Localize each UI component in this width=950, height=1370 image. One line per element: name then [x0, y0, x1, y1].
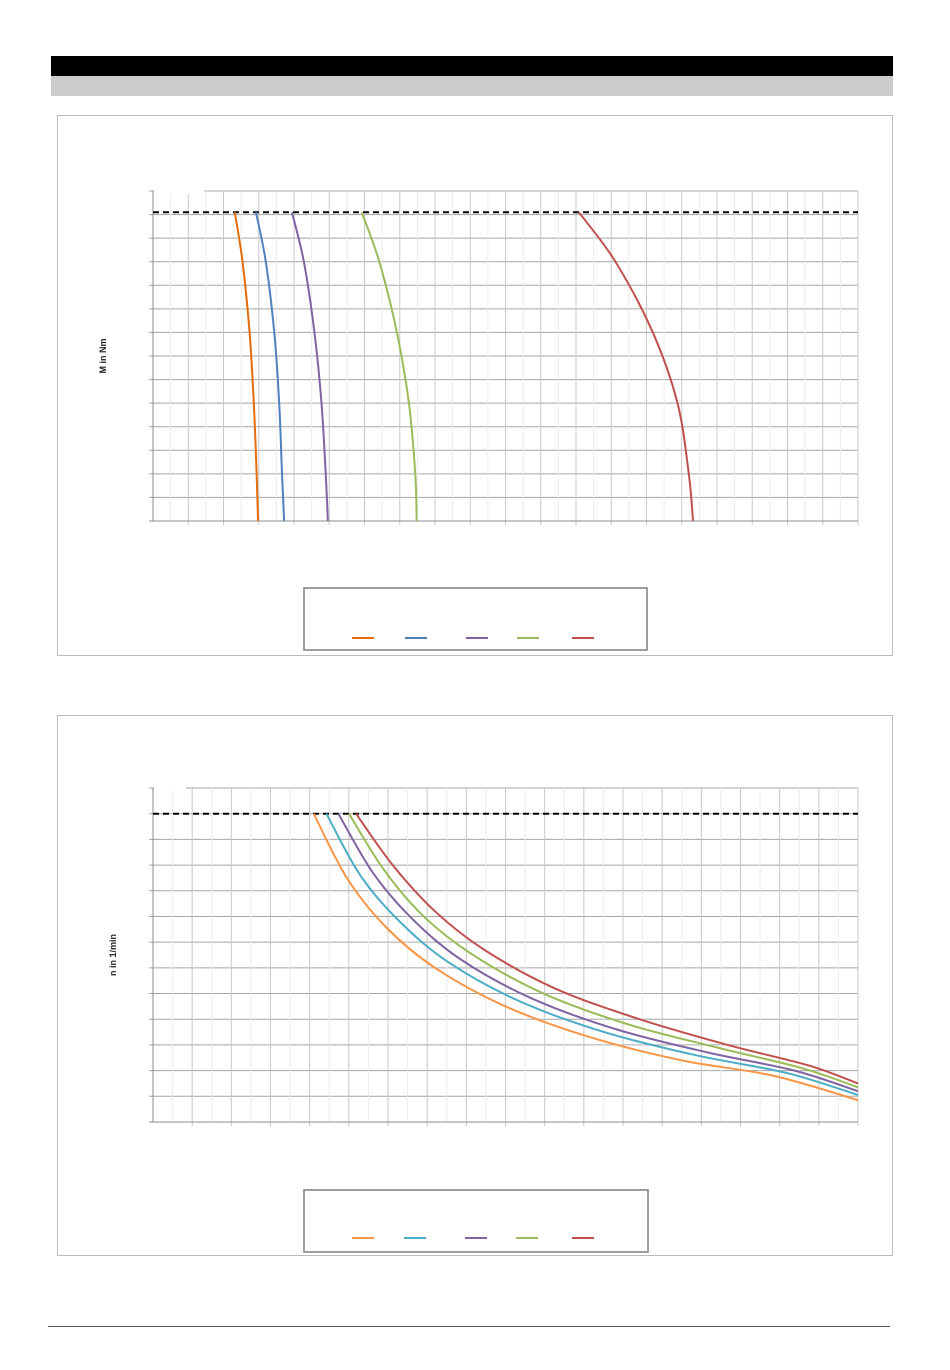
gridlines	[149, 787, 859, 1126]
series-line-1	[312, 813, 859, 1102]
axis-label-mask	[154, 787, 186, 791]
y-axis-label: n in 1/min	[108, 934, 118, 976]
series-line-5	[578, 211, 695, 522]
series-line-3	[290, 211, 329, 522]
series-line-2	[254, 212, 286, 522]
header-subbar	[51, 76, 893, 96]
axis-label-mask	[154, 190, 204, 194]
series-line-4	[348, 813, 859, 1089]
torque-chart-panel: M in Nm	[57, 115, 893, 656]
torque-chart: M in Nm	[98, 190, 859, 651]
speed-chart: n in 1/min	[108, 787, 859, 1253]
series-line-5	[355, 813, 859, 1085]
y-axis-label: M in Nm	[98, 339, 108, 374]
legend-box	[303, 1189, 649, 1253]
footer-rule	[48, 1326, 890, 1327]
legend-box	[303, 587, 648, 651]
series-line-4	[360, 211, 418, 522]
speed-chart-panel: n in 1/min	[57, 715, 893, 1256]
header-bar	[51, 56, 893, 76]
series-line-2	[325, 813, 859, 1096]
series-line-3	[337, 813, 859, 1093]
gridlines	[149, 190, 859, 525]
legend	[303, 1189, 649, 1253]
series-line-1	[233, 212, 260, 522]
legend	[303, 587, 648, 651]
